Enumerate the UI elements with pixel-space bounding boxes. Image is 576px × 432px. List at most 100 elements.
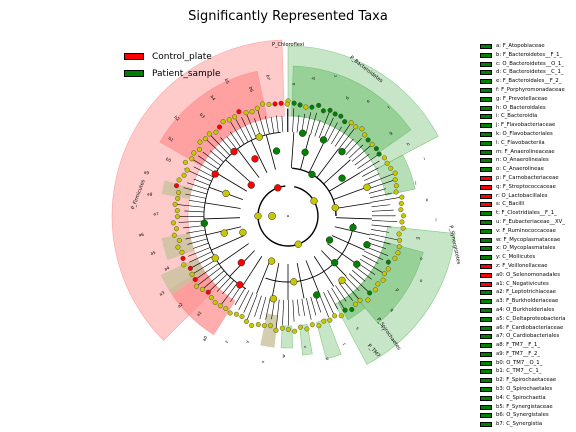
- taxon-leaf-node: [175, 244, 181, 250]
- tree-branch-line: [292, 108, 295, 133]
- taxon-leaf-node: [292, 328, 298, 334]
- clade-key-item: z: F_Veillonellaceae: [480, 263, 576, 272]
- clade-key-label: a8: F_TM7__F_1_: [496, 342, 540, 349]
- taxon-leaf-node: [384, 160, 390, 166]
- clade-shade-sector: [260, 313, 278, 348]
- clade-key-item: e: F_Bacteroidales__F_2_: [480, 78, 576, 87]
- taxon-leaf-node: [176, 237, 182, 243]
- clade-key-label: a: F_Atopobiaceae: [496, 43, 545, 49]
- clade-key-label: a0: O_Selenomonadales: [496, 271, 560, 278]
- tree-branch-arc: [265, 222, 355, 283]
- tree-branch-line: [226, 136, 237, 150]
- tree-branch-line: [342, 279, 362, 302]
- taxon-leaf-node: [212, 299, 218, 305]
- taxon-leaf-node: [174, 214, 180, 220]
- clade-key-item: m: F_Anaerolineaceae: [480, 149, 576, 158]
- taxon-internal-node: [319, 136, 328, 144]
- legend-swatch-patient: [124, 70, 144, 77]
- taxon-leaf-node: [249, 322, 255, 328]
- clade-key-label: j: F_Flavobacteriaceae: [496, 122, 556, 129]
- taxon-leaf-node: [189, 156, 195, 162]
- taxon-leaf-node: [396, 244, 402, 250]
- taxon-leaf-node: [362, 132, 368, 138]
- tree-branch-line: [275, 299, 280, 329]
- clade-key-swatch: [480, 351, 492, 357]
- tree-branch-line: [371, 224, 392, 228]
- clade-letter-label: r: [380, 327, 385, 332]
- tree-branch-line: [254, 295, 262, 317]
- clade-letter-label: a0: [201, 335, 208, 342]
- clade-key-swatch: [480, 255, 492, 261]
- tree-branch-line: [271, 298, 276, 320]
- clade-key-label: b: F_Bacteroidetes__F_1_: [496, 51, 563, 58]
- taxon-leaf-node: [297, 102, 303, 108]
- tree-branch-line: [354, 266, 372, 280]
- tree-branch-line: [270, 116, 275, 134]
- taxon-leaf-node: [385, 259, 391, 265]
- tree-branch-line: [357, 262, 376, 275]
- clade-key-label: b0: O_TM7__O_1_: [496, 359, 543, 366]
- clade-letter-label: a1: [195, 310, 202, 317]
- clade-letter-label: p: [395, 287, 400, 293]
- taxon-leaf-node: [395, 250, 401, 256]
- taxon-leaf-node: [316, 323, 322, 329]
- clade-key-label: a2: F_Leptotrichiaceae: [496, 289, 556, 296]
- clade-key-swatch: [480, 369, 492, 375]
- taxon-internal-node: [294, 240, 302, 248]
- taxon-leaf-node: [232, 114, 238, 120]
- tree-branch-line: [365, 246, 389, 256]
- clade-letter-label: a3: [158, 290, 165, 297]
- tree-branch-line: [306, 297, 312, 320]
- taxon-leaf-node: [174, 208, 180, 214]
- clade-key-label: w: F_Mycoplasmataceae: [496, 236, 561, 243]
- tree-branch-line: [256, 260, 271, 295]
- taxon-leaf-node: [291, 100, 297, 106]
- clade-key-swatch: [480, 219, 492, 225]
- clade-key-item: b3: O_Spirochaetales: [480, 386, 576, 395]
- tree-branch-line: [335, 217, 372, 220]
- tree-branch-line: [221, 282, 238, 305]
- clade-key-swatch: [480, 175, 492, 181]
- clade-letter-label: a6: [138, 232, 144, 238]
- clade-letter-label: a9: [143, 169, 150, 175]
- taxon-leaf-node: [285, 327, 291, 333]
- tree-branch-line: [207, 273, 228, 293]
- taxon-leaf-node: [249, 109, 255, 115]
- taxon-leaf-node: [272, 101, 278, 107]
- tree-branch-line: [362, 167, 379, 177]
- taxon-internal-node: [272, 147, 281, 155]
- taxon-leaf-node: [327, 317, 333, 323]
- tree-branch-line: [368, 238, 391, 245]
- clade-key-swatch: [480, 263, 492, 269]
- taxon-internal-node: [239, 228, 247, 237]
- tree-branch-line: [331, 126, 342, 145]
- taxon-leaf-node: [202, 136, 208, 142]
- tree-branch-line: [368, 188, 387, 194]
- phylum-label: P_Chloroflexi: [272, 42, 304, 48]
- clade-key-swatch: [480, 325, 492, 331]
- clade-letter-label: b6: [248, 86, 254, 93]
- taxon-leaf-node: [182, 159, 188, 165]
- clade-key-swatch: [480, 387, 492, 393]
- clade-key-item: a: F_Atopobiaceae: [480, 43, 576, 52]
- taxon-internal-node: [301, 148, 309, 156]
- clade-key-swatch: [480, 87, 492, 93]
- taxon-leaf-node: [309, 322, 315, 328]
- clade-key-swatch: [480, 158, 492, 164]
- tree-branch-line: [354, 153, 370, 166]
- clade-key-label: a1: C_Negativicutes: [496, 280, 549, 287]
- clade-key-swatch: [480, 246, 492, 252]
- tree-branch-line: [296, 263, 305, 299]
- clade-key-item: f: F_Porphyromonadaceae: [480, 87, 576, 96]
- tree-branch-line: [189, 200, 206, 204]
- tree-branch-line: [222, 280, 235, 295]
- clade-key-swatch: [480, 237, 492, 243]
- taxon-leaf-node: [226, 117, 232, 123]
- tree-branch-line: [359, 160, 380, 173]
- tree-branch-line: [318, 111, 330, 139]
- clade-key-item: y: C_Mollicutes: [480, 254, 576, 263]
- clade-key-list: a: F_Atopobiaceae b: F_Bacteroidetes__F_1…: [480, 43, 576, 432]
- taxon-leaf-node: [193, 283, 199, 289]
- taxon-leaf-node: [217, 303, 223, 309]
- clade-key-item: b6: O_Synergistales: [480, 412, 576, 421]
